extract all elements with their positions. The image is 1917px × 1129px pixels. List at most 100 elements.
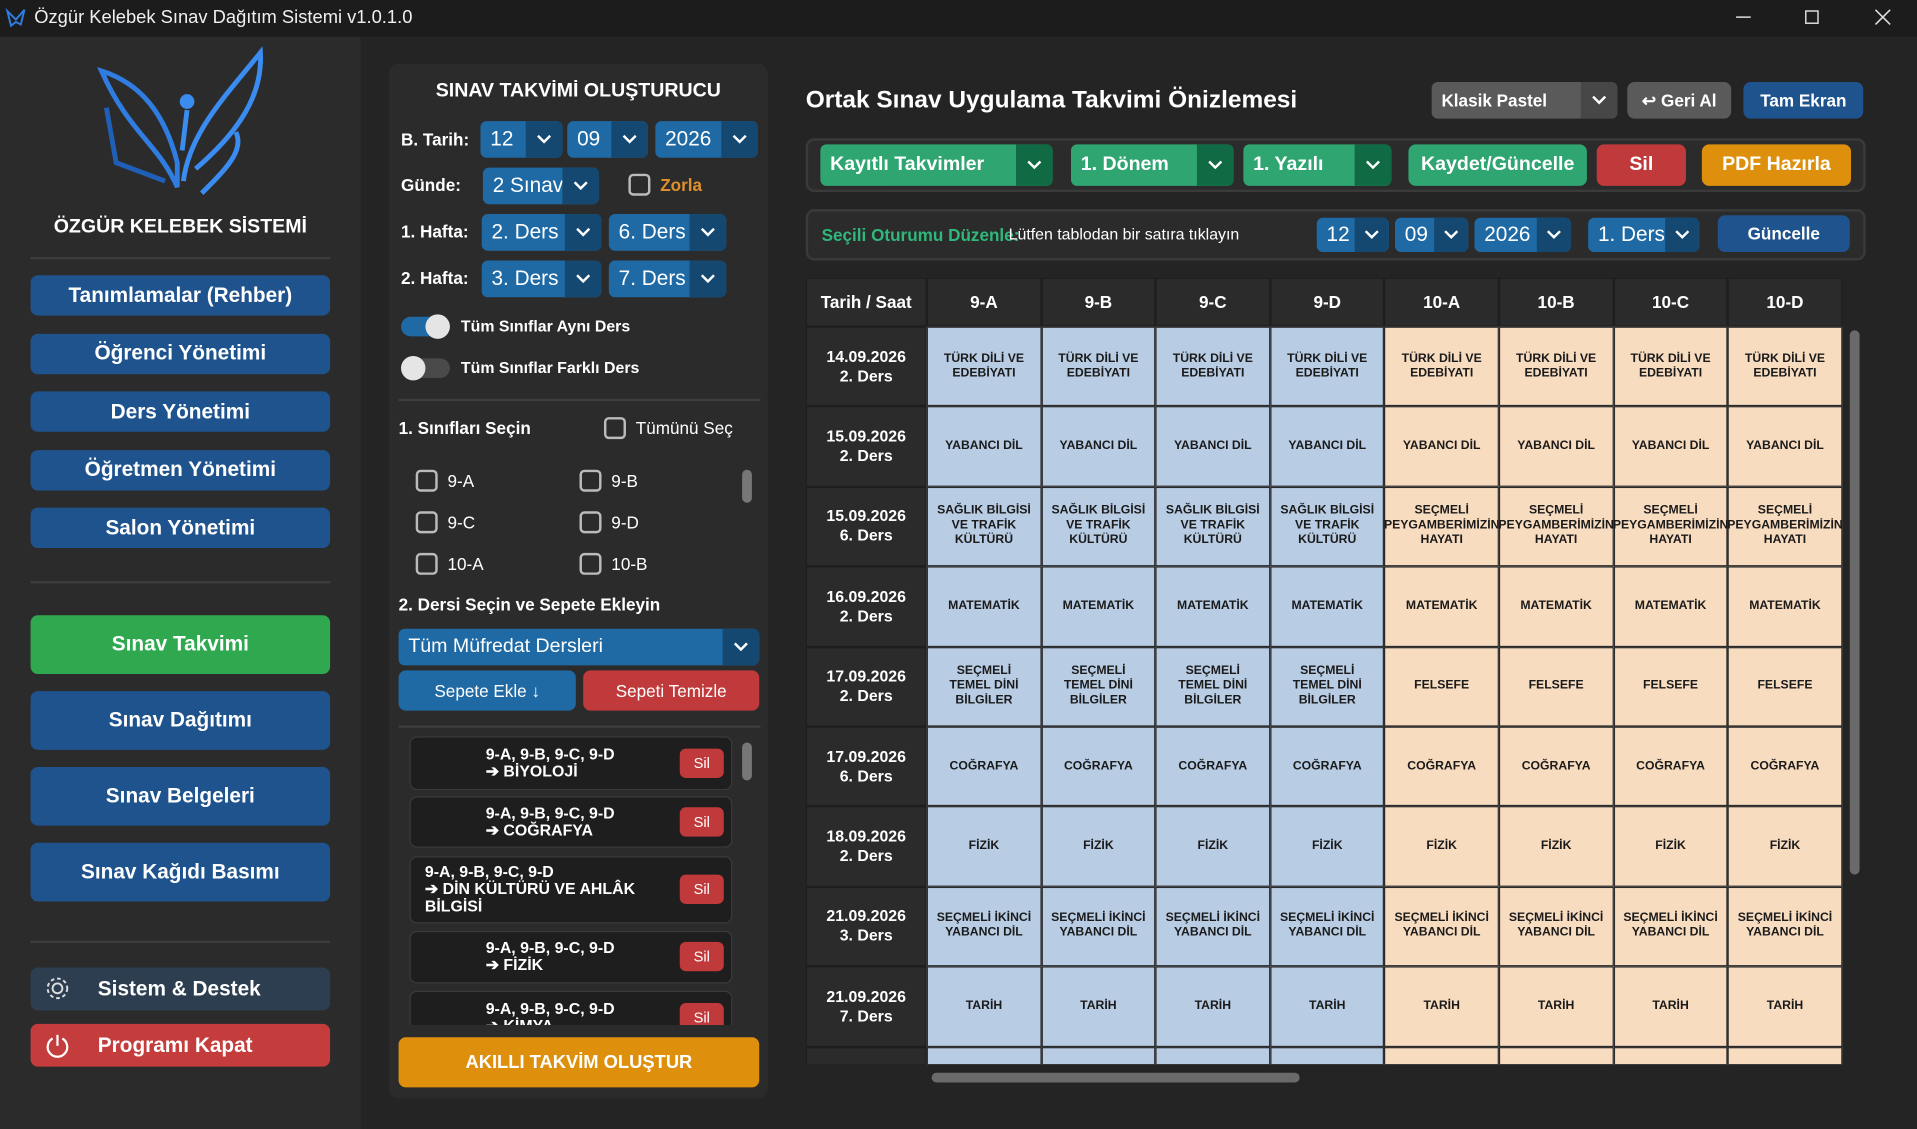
table-cell[interactable]: MATEMATİK bbox=[1270, 566, 1385, 647]
table-cell[interactable]: FİZİK bbox=[1727, 806, 1843, 887]
module-button[interactable]: Sınav Dağıtımı bbox=[30, 691, 331, 750]
table-cell[interactable]: TÜRK DİLİ VE EDEBİYATI bbox=[1270, 326, 1385, 407]
table-cell[interactable]: YABANCI DİL bbox=[1155, 406, 1271, 487]
table-cell[interactable]: SEÇMELİ İKİNCİ YABANCI DİL bbox=[926, 886, 1042, 967]
save-button[interactable]: Kaydet/Güncelle bbox=[1408, 144, 1587, 186]
table-cell[interactable]: COĞRAFYA bbox=[1613, 726, 1728, 807]
menu-button[interactable]: Öğrenci Yönetimi bbox=[30, 333, 331, 374]
support-button[interactable]: Sistem & Destek bbox=[30, 967, 331, 1011]
dropdown[interactable]: 2. Ders bbox=[481, 214, 602, 251]
dropdown[interactable]: Tüm Müfredat Dersleri bbox=[398, 628, 760, 666]
table-cell[interactable]: SEÇMELİ İKİNCİ YABANCI DİL bbox=[1155, 886, 1271, 967]
table-cell[interactable]: MATEMATİK bbox=[1727, 566, 1843, 647]
delete-button[interactable]: Sil bbox=[679, 806, 724, 837]
table-cell[interactable] bbox=[1613, 1046, 1728, 1065]
basket-item[interactable]: 9-A, 9-B, 9-C, 9-D ➔ KİMYA Sil bbox=[409, 990, 733, 1026]
checkbox[interactable] bbox=[579, 469, 602, 492]
table-cell[interactable]: TÜRK DİLİ VE EDEBİYATI bbox=[1155, 326, 1271, 407]
table-cell[interactable]: SEÇMELİ PEYGAMBERİMİZİN HAYATI bbox=[1498, 486, 1614, 567]
table-cell[interactable] bbox=[1270, 1046, 1385, 1065]
dropdown[interactable]: 7. Ders bbox=[608, 260, 727, 298]
generate-button[interactable]: AKILLI TAKVİM OLUŞTUR bbox=[398, 1037, 760, 1088]
table-cell[interactable]: FİZİK bbox=[1613, 806, 1728, 887]
basket-item[interactable]: 9-A, 9-B, 9-C, 9-D ➔ FİZİK Sil bbox=[409, 930, 733, 984]
dropdown-arrow[interactable] bbox=[564, 214, 602, 251]
dropdown-arrow[interactable] bbox=[1434, 217, 1469, 252]
table-cell[interactable] bbox=[926, 1046, 1042, 1065]
checkbox[interactable] bbox=[415, 469, 438, 492]
dropdown-arrow[interactable] bbox=[1580, 81, 1618, 119]
module-button[interactable]: Sınav Kağıdı Basımı bbox=[30, 842, 331, 902]
table-cell[interactable]: SAĞLIK BİLGİSİ VE TRAFİK KÜLTÜRÜ bbox=[1041, 486, 1156, 567]
table-cell[interactable]: YABANCI DİL bbox=[1727, 406, 1843, 487]
table-cell[interactable]: SEÇMELİ TEMEL DİNİ BİLGİLER bbox=[926, 646, 1042, 727]
add-button[interactable]: Sepete Ekle ↓ bbox=[398, 670, 576, 711]
table-cell[interactable]: MATEMATİK bbox=[1498, 566, 1614, 647]
dropdown-arrow[interactable] bbox=[689, 214, 727, 251]
table-cell[interactable]: SAĞLIK BİLGİSİ VE TRAFİK KÜLTÜRÜ bbox=[1155, 486, 1271, 567]
table-cell[interactable]: SEÇMELİ İKİNCİ YABANCI DİL bbox=[1384, 886, 1499, 967]
table-cell[interactable]: COĞRAFYA bbox=[1155, 726, 1271, 807]
table-cell[interactable]: TARİH bbox=[1727, 966, 1843, 1047]
checkbox[interactable] bbox=[415, 552, 438, 575]
table-cell[interactable]: MATEMATİK bbox=[1041, 566, 1156, 647]
menu-button[interactable]: Salon Yönetimi bbox=[30, 507, 331, 548]
table-cell[interactable]: SEÇMELİ İKİNCİ YABANCI DİL bbox=[1270, 886, 1385, 967]
table-cell[interactable]: FELSEFE bbox=[1498, 646, 1614, 727]
table-cell[interactable]: SEÇMELİ TEMEL DİNİ BİLGİLER bbox=[1270, 646, 1385, 727]
table-cell[interactable] bbox=[1498, 1046, 1614, 1065]
table-cell[interactable]: FİZİK bbox=[926, 806, 1042, 887]
table-cell[interactable]: TÜRK DİLİ VE EDEBİYATI bbox=[1384, 326, 1499, 407]
dropdown[interactable]: 1. Ders bbox=[1588, 217, 1700, 252]
dropdown[interactable]: 09 bbox=[567, 121, 648, 158]
table-cell[interactable]: FİZİK bbox=[1270, 806, 1385, 887]
table-cell[interactable]: YABANCI DİL bbox=[1041, 406, 1156, 487]
table-cell[interactable]: YABANCI DİL bbox=[926, 406, 1042, 487]
table-cell[interactable]: FELSEFE bbox=[1384, 646, 1499, 727]
dropdown-arrow[interactable] bbox=[1015, 144, 1053, 186]
table-cell[interactable]: YABANCI DİL bbox=[1613, 406, 1728, 487]
table-cell[interactable]: SEÇMELİ PEYGAMBERİMİZİN HAYATI bbox=[1384, 486, 1499, 567]
table-cell[interactable] bbox=[1041, 1046, 1156, 1065]
pdf-button[interactable]: PDF Hazırla bbox=[1701, 144, 1852, 186]
dropdown[interactable]: 3. Ders bbox=[481, 260, 602, 298]
table-cell[interactable]: COĞRAFYA bbox=[1384, 726, 1499, 807]
table-cell[interactable]: TÜRK DİLİ VE EDEBİYATI bbox=[1727, 326, 1843, 407]
delete-button[interactable]: Sil bbox=[679, 941, 724, 972]
dropdown-arrow[interactable] bbox=[1354, 217, 1389, 252]
table-cell[interactable]: COĞRAFYA bbox=[1270, 726, 1385, 807]
table-cell[interactable]: TÜRK DİLİ VE EDEBİYATI bbox=[1613, 326, 1728, 407]
dropdown[interactable]: Kayıtlı Takvimler bbox=[820, 144, 1053, 186]
table-cell[interactable]: FİZİK bbox=[1384, 806, 1499, 887]
table-cell[interactable]: TARİH bbox=[1498, 966, 1614, 1047]
dropdown[interactable]: 12 bbox=[1316, 217, 1389, 252]
table-cell[interactable]: TÜRK DİLİ VE EDEBİYATI bbox=[1041, 326, 1156, 407]
exit-button[interactable]: Programı Kapat bbox=[30, 1023, 331, 1067]
update-button[interactable]: Güncelle bbox=[1717, 215, 1850, 252]
table-cell[interactable]: SEÇMELİ TEMEL DİNİ BİLGİLER bbox=[1041, 646, 1156, 727]
table-cell[interactable]: TARİH bbox=[1613, 966, 1728, 1047]
dropdown[interactable]: 6. Ders bbox=[608, 214, 727, 251]
table-cell[interactable]: YABANCI DİL bbox=[1270, 406, 1385, 487]
table-cell[interactable]: COĞRAFYA bbox=[926, 726, 1042, 807]
table-cell[interactable]: TARİH bbox=[1270, 966, 1385, 1047]
dropdown-arrow[interactable] bbox=[689, 260, 727, 298]
fullscreen-button[interactable]: Tam Ekran bbox=[1743, 81, 1864, 119]
table-cell[interactable]: TÜRK DİLİ VE EDEBİYATI bbox=[1498, 326, 1614, 407]
dropdown[interactable]: 1. Yazılı bbox=[1243, 144, 1392, 186]
table-cell[interactable]: MATEMATİK bbox=[1384, 566, 1499, 647]
table-cell[interactable]: SAĞLIK BİLGİSİ VE TRAFİK KÜLTÜRÜ bbox=[1270, 486, 1385, 567]
delete-button[interactable]: Sil bbox=[1596, 144, 1686, 186]
dropdown[interactable]: 1. Dönem bbox=[1070, 144, 1234, 186]
table-cell[interactable]: TÜRK DİLİ VE EDEBİYATI bbox=[926, 326, 1042, 407]
table-cell[interactable]: COĞRAFYA bbox=[1041, 726, 1156, 807]
table-cell[interactable]: SEÇMELİ İKİNCİ YABANCI DİL bbox=[1041, 886, 1156, 967]
table-cell[interactable]: MATEMATİK bbox=[1613, 566, 1728, 647]
delete-button[interactable]: Sil bbox=[679, 1002, 724, 1026]
undo-button[interactable]: ↩ Geri Al bbox=[1627, 81, 1732, 119]
menu-button[interactable]: Ders Yönetimi bbox=[30, 391, 331, 432]
dropdown-arrow[interactable] bbox=[1196, 144, 1234, 186]
dropdown-arrow[interactable] bbox=[721, 121, 759, 158]
table-cell[interactable] bbox=[1155, 1046, 1271, 1065]
dropdown[interactable]: 2026 bbox=[1474, 217, 1572, 252]
